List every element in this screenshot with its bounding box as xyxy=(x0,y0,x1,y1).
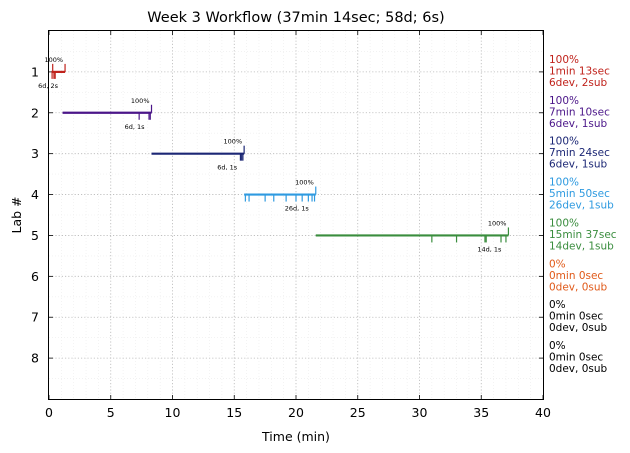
lab-5-bar-group: 100% 14d, 1s xyxy=(315,219,510,253)
lab-8-summary-line: 0dev, 0sub xyxy=(549,363,608,375)
lab-4-summary-line: 26dev, 1sub xyxy=(549,200,614,212)
lab-6-summary-line: 0min 0sec xyxy=(549,270,603,282)
x-tick-label: 20 xyxy=(288,405,304,420)
x-tick-label: 10 xyxy=(165,405,181,420)
lab-7-summary-line: 0% xyxy=(549,299,566,311)
lab-7-summary-line: 0dev, 0sub xyxy=(549,322,608,334)
lab-2-count-label: 6d, 1s xyxy=(125,123,146,131)
chart-title: Week 3 Workflow (37min 14sec; 58d; 6s) xyxy=(147,10,444,26)
lab-5-summary-line: 14dev, 1sub xyxy=(549,240,614,252)
lab-7-summary-line: 0min 0sec xyxy=(549,311,603,323)
x-tick-label: 15 xyxy=(226,405,242,420)
lab-3-percent-label: 100% xyxy=(224,138,243,146)
lab-3-bar-group: 100% 6d, 1s xyxy=(151,138,245,172)
grid-lines xyxy=(49,31,543,399)
lab-6-summary-line: 0% xyxy=(549,258,566,270)
lab-5-count-label: 14d, 1s xyxy=(477,245,502,253)
lab-8-summary-line: 0min 0sec xyxy=(549,352,603,364)
axis-ticks: 0 5 10 15 20 25 30 35 40 1 2 3 4 5 6 7 8 xyxy=(31,31,551,420)
lab-2-percent-label: 100% xyxy=(131,97,150,105)
lab-4-percent-label: 100% xyxy=(295,179,314,187)
lab-1-bar-group: 100%6d, 2s xyxy=(38,56,66,90)
x-tick-label: 0 xyxy=(45,405,53,420)
y-tick-label: 3 xyxy=(31,146,39,161)
lab-5-summary-line: 15min 37sec xyxy=(549,229,617,241)
y-tick-label: 1 xyxy=(31,64,39,79)
x-axis-label: Time (min) xyxy=(261,429,330,444)
lab-5-summary-line: 100% xyxy=(549,217,579,229)
lab-3-count-label: 6d, 1s xyxy=(217,164,238,172)
lab-3-summary-line: 6dev, 1sub xyxy=(549,159,608,171)
lab-2-summary-line: 6dev, 1sub xyxy=(549,118,608,130)
x-tick-label: 30 xyxy=(412,405,428,420)
lab-1-summary-line: 1min 13sec xyxy=(549,65,610,77)
lab-6-summary-line: 0dev, 0sub xyxy=(549,281,608,293)
x-tick-label: 35 xyxy=(473,405,489,420)
lab-4-summary-line: 5min 50sec xyxy=(549,188,610,200)
x-tick-label: 25 xyxy=(350,405,366,420)
lab-1-summary-line: 100% xyxy=(549,54,579,66)
lab-2-summary-line: 7min 10sec xyxy=(549,106,610,118)
lab-5-percent-label: 100% xyxy=(488,219,507,227)
lab-4-summary-line: 100% xyxy=(549,177,579,189)
y-axis-label: Lab # xyxy=(9,196,24,233)
x-tick-label: 5 xyxy=(107,405,115,420)
lab-8-summary-line: 0% xyxy=(549,340,566,352)
y-tick-label: 4 xyxy=(31,187,39,202)
y-tick-label: 6 xyxy=(31,269,39,284)
y-tick-label: 8 xyxy=(31,351,39,366)
y-tick-label: 7 xyxy=(31,310,39,325)
plot-frame xyxy=(48,30,544,400)
lab-2-summary-line: 100% xyxy=(549,95,579,107)
lab-1-summary-line: 6dev, 2sub xyxy=(549,77,608,89)
x-tick-label: 40 xyxy=(535,405,551,420)
y-tick-label: 5 xyxy=(31,228,39,243)
lab-4-count-label: 26d, 1s xyxy=(285,205,310,213)
y-tick-label: 2 xyxy=(31,105,39,120)
lab-3-summary-line: 7min 24sec xyxy=(549,147,610,159)
lab-4-bar-group: 100% 26d, 1s xyxy=(244,179,317,213)
lab-1-percent-label: 100% xyxy=(44,56,63,64)
lab-2-bar-group: 100% 6d, 1s xyxy=(62,97,153,131)
lab-3-summary-line: 100% xyxy=(549,136,579,148)
